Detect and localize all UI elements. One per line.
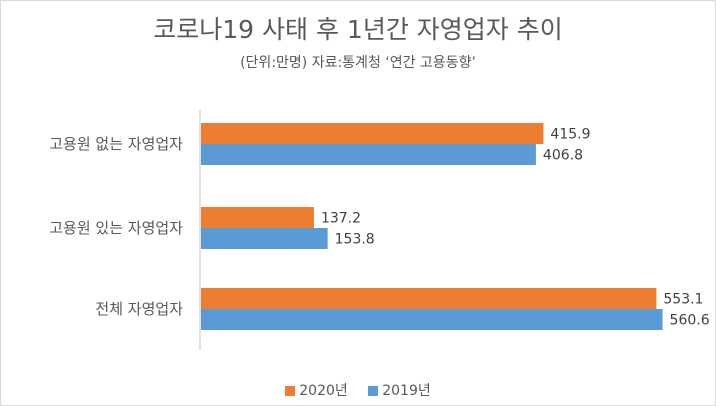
legend-swatch-2020 (285, 386, 296, 396)
legend-label-2019: 2019년 (382, 383, 431, 399)
data-label: 553.1 (663, 292, 703, 308)
chart-title: 코로나19 사태 후 1년간 자영업자 추이 (153, 15, 563, 44)
legend-label-2020: 2020년 (299, 383, 348, 399)
data-label: 406.8 (543, 148, 583, 164)
bar-2020년-1 (201, 207, 314, 228)
data-label: 560.6 (670, 313, 710, 329)
legend-item-2020: 2020년 (285, 380, 348, 400)
bar-2019년-2 (201, 309, 663, 330)
legend: 2020년 2019년 (0, 380, 716, 400)
legend-swatch-2019 (368, 386, 379, 396)
data-label: 415.9 (550, 127, 590, 143)
legend-item-2019: 2019년 (368, 380, 431, 400)
data-label: 137.2 (321, 211, 361, 227)
category-label: 고용원 없는 자영업자 (49, 135, 183, 153)
bar-2020년-2 (201, 288, 657, 309)
chart-subtitle: (단위:만명) 자료:통계청 ‘연간 고용동향’ (240, 55, 476, 71)
bar-2019년-1 (201, 228, 328, 249)
bar-2019년-0 (201, 144, 536, 165)
category-label: 전체 자영업자 (95, 300, 183, 318)
bar-2020년-0 (201, 123, 544, 144)
data-label: 153.8 (335, 232, 375, 248)
category-label: 고용원 있는 자영업자 (49, 219, 183, 237)
